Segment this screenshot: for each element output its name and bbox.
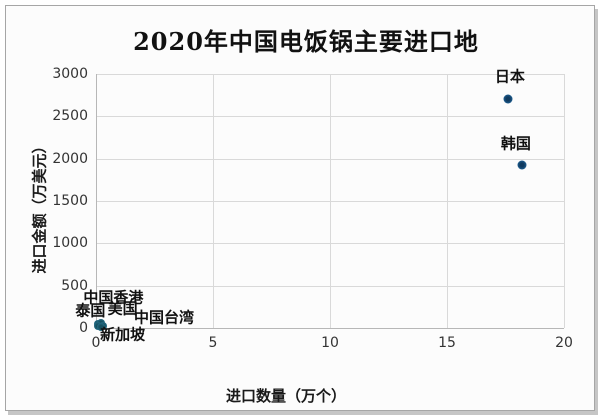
data-point: [96, 323, 105, 332]
data-point-label: 泰国: [75, 301, 106, 320]
chart-title: 2020年中国电饭锅主要进口地: [133, 27, 479, 56]
data-point: [503, 94, 513, 104]
chart-frame: 2020年中国电饭锅主要进口地 0 500 1000 1500 2000 2500 3000…: [5, 5, 595, 411]
x-tick-label: 10: [321, 335, 339, 351]
y-tick-label: 3000: [52, 66, 88, 82]
x-axis-title: 进口数量（万个）: [225, 387, 346, 405]
y-tick-label: 500: [61, 277, 88, 294]
y-axis-line: [96, 74, 97, 328]
y-tick-label: 2500: [52, 108, 88, 125]
gridline-vertical: [564, 74, 565, 328]
plot-area: [96, 74, 565, 329]
y-tick-label: 1000: [52, 235, 88, 252]
gridline-vertical: [330, 74, 331, 328]
x-axis-line: [96, 328, 564, 329]
data-point-label: 美国: [107, 299, 138, 318]
data-point-label: 中国台湾: [134, 308, 195, 327]
x-tick-label: 0: [91, 335, 101, 351]
data-point-label: 新加坡: [100, 325, 146, 344]
gridline-vertical: [213, 74, 214, 328]
y-tick-label: 2000: [52, 150, 88, 167]
data-point-label: 韩国: [500, 134, 531, 153]
x-tick-label: 5: [208, 335, 218, 351]
data-point: [517, 160, 527, 170]
y-axis-title: 进口金额（万美元）: [30, 138, 49, 274]
y-tick-label: 0: [79, 320, 88, 336]
gridline-vertical: [447, 74, 448, 328]
data-point-label: 日本: [494, 67, 525, 86]
x-tick-label: 15: [438, 335, 456, 351]
y-tick-label: 1500: [52, 193, 88, 209]
x-tick-label: 20: [555, 335, 573, 351]
data-point-label: 中国香港: [83, 288, 144, 307]
